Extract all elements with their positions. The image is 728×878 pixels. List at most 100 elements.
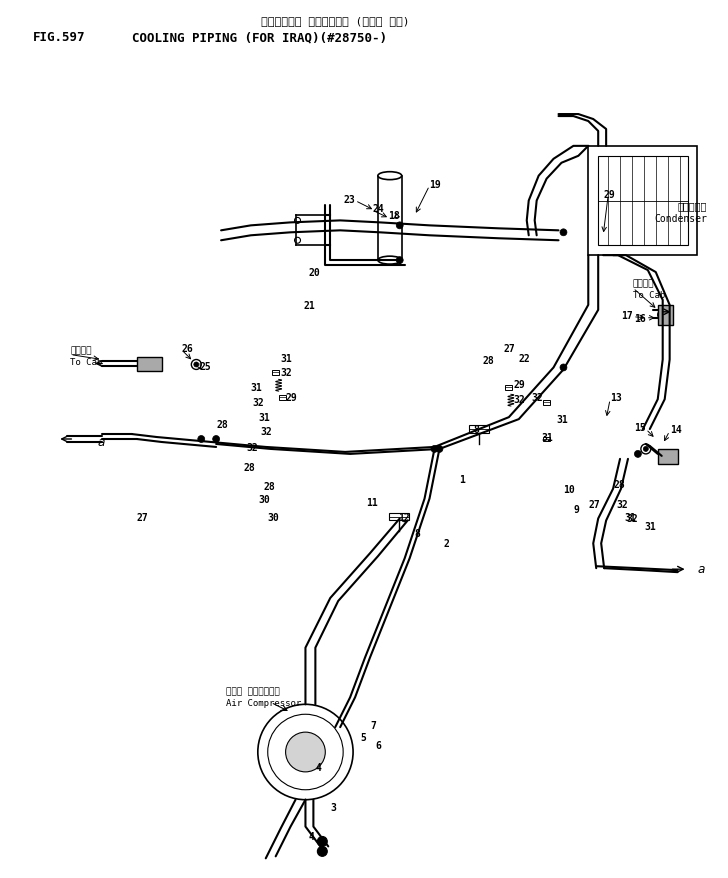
Ellipse shape — [378, 257, 402, 265]
Text: a: a — [697, 562, 705, 575]
Text: 20: 20 — [309, 268, 320, 277]
Circle shape — [268, 715, 343, 790]
Text: 32: 32 — [532, 392, 544, 403]
Bar — [469, 426, 489, 434]
Bar — [279, 395, 286, 400]
Circle shape — [396, 257, 403, 264]
Ellipse shape — [378, 172, 402, 181]
Text: 26: 26 — [181, 343, 193, 353]
Circle shape — [436, 446, 443, 453]
Text: 19: 19 — [430, 179, 441, 190]
Text: 2: 2 — [443, 539, 449, 549]
Bar — [389, 513, 408, 521]
Text: 29: 29 — [285, 392, 297, 403]
Text: 28: 28 — [216, 420, 228, 429]
Text: 11: 11 — [366, 497, 378, 507]
Text: 13: 13 — [610, 392, 622, 403]
Text: FIG.597: FIG.597 — [33, 31, 85, 44]
Text: 4: 4 — [315, 762, 321, 772]
Text: 18: 18 — [388, 212, 400, 221]
Text: 32: 32 — [246, 443, 258, 452]
Text: 5: 5 — [360, 732, 366, 742]
Text: 31: 31 — [542, 433, 553, 443]
Text: 9: 9 — [574, 504, 579, 514]
Text: 1: 1 — [459, 474, 465, 484]
Text: a: a — [98, 436, 105, 449]
Text: 29: 29 — [514, 380, 526, 390]
Text: Air Compressor: Air Compressor — [226, 698, 301, 707]
Text: 27: 27 — [588, 499, 600, 509]
Text: 17: 17 — [621, 311, 633, 320]
Text: 6: 6 — [375, 740, 381, 750]
Circle shape — [634, 451, 641, 457]
Text: 28: 28 — [482, 355, 494, 365]
Text: キャブへ: キャブへ — [633, 279, 654, 288]
Circle shape — [198, 436, 205, 443]
Text: 24: 24 — [373, 205, 384, 214]
Text: キャブへ: キャブへ — [71, 346, 92, 355]
Text: 28: 28 — [613, 479, 625, 489]
Text: 32: 32 — [253, 398, 264, 407]
Circle shape — [317, 846, 328, 856]
Text: 32: 32 — [514, 395, 526, 405]
Circle shape — [194, 363, 199, 368]
Text: 31: 31 — [251, 383, 263, 392]
Text: エアー コンプレッサ: エアー コンプレッサ — [226, 686, 280, 695]
Circle shape — [295, 218, 301, 224]
Bar — [505, 385, 513, 391]
Text: 30: 30 — [259, 494, 271, 504]
Text: 8: 8 — [473, 425, 479, 435]
Circle shape — [258, 704, 353, 800]
Text: 23: 23 — [344, 194, 355, 205]
Bar — [543, 437, 550, 442]
Bar — [272, 371, 279, 376]
Bar — [378, 176, 402, 261]
Text: 25: 25 — [199, 362, 211, 372]
Text: 10: 10 — [563, 484, 575, 494]
Text: 27: 27 — [504, 343, 515, 353]
Text: 31: 31 — [280, 353, 293, 363]
Text: 31: 31 — [624, 512, 636, 522]
Circle shape — [431, 446, 438, 453]
Text: 14: 14 — [670, 425, 681, 435]
Circle shape — [401, 515, 408, 522]
Text: 32: 32 — [280, 368, 293, 378]
Circle shape — [641, 444, 651, 455]
Text: コンデンサ: コンデンサ — [678, 201, 708, 212]
Circle shape — [317, 837, 328, 846]
Text: 28: 28 — [264, 481, 276, 491]
Text: 12: 12 — [397, 512, 409, 522]
Bar — [598, 156, 687, 246]
Text: 31: 31 — [644, 522, 656, 532]
Circle shape — [295, 238, 301, 244]
Text: COOLING PIPING (FOR IRAQ)(#28750-): COOLING PIPING (FOR IRAQ)(#28750-) — [132, 31, 387, 44]
Text: 31: 31 — [557, 414, 569, 425]
Circle shape — [644, 447, 649, 452]
Text: 30: 30 — [267, 512, 279, 522]
Text: 29: 29 — [604, 190, 615, 199]
Text: 7: 7 — [370, 720, 376, 730]
Circle shape — [660, 313, 665, 318]
Text: 32: 32 — [261, 427, 272, 436]
Circle shape — [191, 360, 201, 370]
Circle shape — [396, 223, 403, 229]
Circle shape — [657, 311, 668, 320]
Text: 32: 32 — [626, 514, 638, 524]
Text: Condenser: Condenser — [654, 214, 708, 224]
Text: クーリング・ パイピング・ (イラク ヨウ): クーリング・ パイピング・ (イラク ヨウ) — [261, 16, 409, 25]
Text: 16: 16 — [634, 313, 646, 323]
Bar — [657, 306, 673, 326]
Text: 21: 21 — [304, 300, 315, 311]
Circle shape — [285, 732, 325, 772]
Bar — [543, 400, 550, 406]
Text: 8: 8 — [415, 529, 421, 539]
Circle shape — [560, 364, 567, 371]
Circle shape — [213, 436, 220, 443]
Bar — [137, 357, 162, 372]
Text: 27: 27 — [137, 512, 149, 522]
Text: To Cab: To Cab — [633, 291, 665, 300]
Text: 3: 3 — [331, 802, 336, 812]
Text: 28: 28 — [244, 463, 256, 472]
Text: 15: 15 — [634, 422, 646, 433]
Bar — [588, 147, 697, 255]
